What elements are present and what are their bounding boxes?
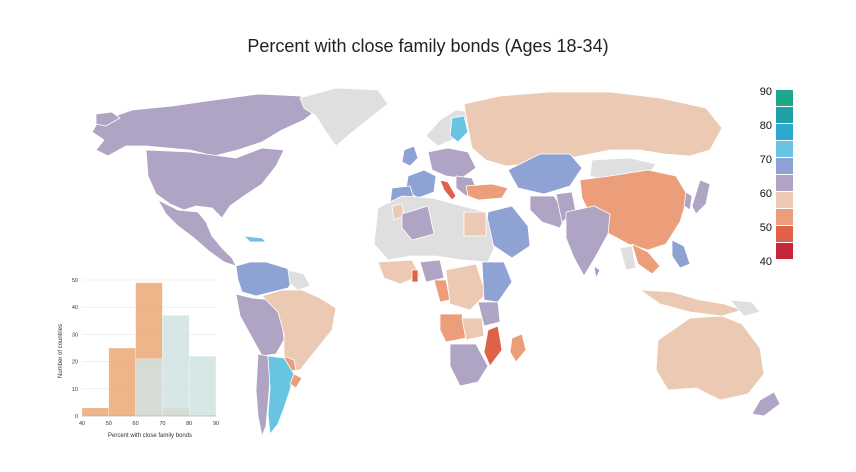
histogram-y-tick-label: 30 bbox=[72, 332, 78, 338]
histogram-bar bbox=[162, 315, 190, 417]
histogram-y-axis-label: Number of countries bbox=[58, 323, 65, 379]
region-sri-lanka bbox=[593, 265, 601, 279]
histogram-bar bbox=[81, 407, 109, 417]
region-uruguay bbox=[289, 373, 303, 389]
region-mozambique bbox=[483, 325, 503, 367]
countries-layer bbox=[91, 87, 781, 437]
region-sweden bbox=[449, 115, 469, 143]
region-japan bbox=[691, 179, 711, 215]
map-title: Percent with close family bonds (Ages 18… bbox=[247, 36, 609, 56]
region-iran bbox=[529, 195, 567, 229]
region-laos-cambodia bbox=[619, 245, 637, 271]
histogram-x-tick-label: 50 bbox=[106, 421, 112, 427]
histogram-y-tick-label: 10 bbox=[72, 387, 78, 393]
region-peru-bolivia bbox=[235, 293, 285, 357]
region-new-zealand bbox=[751, 391, 781, 417]
region-algeria bbox=[401, 205, 435, 241]
region-se-asia bbox=[631, 243, 661, 275]
legend-label-80: 80 bbox=[759, 120, 772, 132]
region-uk bbox=[401, 145, 419, 167]
region-india bbox=[565, 205, 611, 277]
legend-swatch bbox=[776, 124, 793, 140]
legend-swatch bbox=[776, 192, 793, 208]
region-alaska-north bbox=[95, 111, 121, 127]
histogram-y-tick-label: 50 bbox=[72, 278, 78, 284]
legend-swatch bbox=[776, 107, 793, 123]
legend-swatch bbox=[776, 90, 793, 106]
region-cuba bbox=[243, 235, 267, 243]
region-nigeria bbox=[419, 259, 445, 283]
legend-swatch bbox=[776, 209, 793, 225]
histogram-x-tick-label: 60 bbox=[133, 421, 139, 427]
region-korea bbox=[683, 191, 693, 211]
region-guianas bbox=[287, 269, 311, 291]
region-angola bbox=[439, 313, 467, 343]
region-turkey bbox=[465, 183, 509, 201]
histogram-bar bbox=[108, 347, 136, 417]
region-italy bbox=[439, 179, 457, 201]
region-kazakhstan bbox=[507, 153, 583, 195]
legend-swatch bbox=[776, 226, 793, 242]
inset-histogram: 0 10 20 30 40 50 40 50 60 70 80 90 Percent with clo… bbox=[48, 268, 230, 450]
histogram-y-tick-label: 20 bbox=[72, 360, 78, 366]
legend-swatch bbox=[776, 243, 793, 259]
histogram-x-tick-label: 90 bbox=[213, 421, 219, 427]
histogram-x-tick-label: 70 bbox=[159, 421, 165, 427]
histogram-x-tick-label: 40 bbox=[79, 421, 85, 427]
histogram-bar bbox=[135, 358, 163, 417]
region-egypt bbox=[463, 211, 487, 237]
region-mexico bbox=[157, 199, 237, 267]
legend-label-60: 60 bbox=[759, 188, 772, 200]
legend-label-90: 90 bbox=[759, 86, 772, 98]
region-argentina bbox=[267, 355, 295, 435]
histogram-y-tick-label: 0 bbox=[75, 414, 78, 420]
legend-label-70: 70 bbox=[759, 154, 772, 166]
region-central-europe bbox=[427, 147, 477, 179]
region-colombia-venezuela bbox=[235, 261, 299, 297]
histogram-x-axis-label: Percent with close family bonds bbox=[108, 433, 193, 439]
region-zambia bbox=[461, 317, 485, 341]
legend-swatch bbox=[776, 158, 793, 174]
region-australia bbox=[655, 315, 765, 401]
region-canada bbox=[91, 93, 323, 157]
legend-swatch bbox=[776, 141, 793, 157]
histogram-x-tick-label: 80 bbox=[186, 421, 192, 427]
region-southern-africa bbox=[449, 343, 489, 387]
region-brazil bbox=[261, 289, 337, 373]
region-greenland bbox=[299, 87, 389, 147]
histogram-plot: 0 10 20 30 40 50 40 50 60 70 80 90 bbox=[72, 278, 219, 427]
region-ghana bbox=[411, 269, 419, 283]
histogram-y-tick-label: 40 bbox=[72, 305, 78, 311]
legend-label-50: 50 bbox=[759, 222, 772, 234]
region-madagascar bbox=[509, 333, 527, 363]
region-indonesia bbox=[639, 289, 743, 317]
region-russia bbox=[463, 91, 723, 167]
legend-swatch bbox=[776, 175, 793, 191]
legend-label-40: 40 bbox=[759, 256, 772, 268]
region-philippines bbox=[671, 239, 691, 269]
histogram-bar bbox=[189, 356, 217, 417]
region-chile bbox=[255, 353, 271, 437]
region-png bbox=[729, 299, 761, 317]
region-east-africa bbox=[481, 261, 513, 303]
region-west-africa bbox=[377, 259, 421, 285]
region-usa bbox=[145, 147, 285, 219]
